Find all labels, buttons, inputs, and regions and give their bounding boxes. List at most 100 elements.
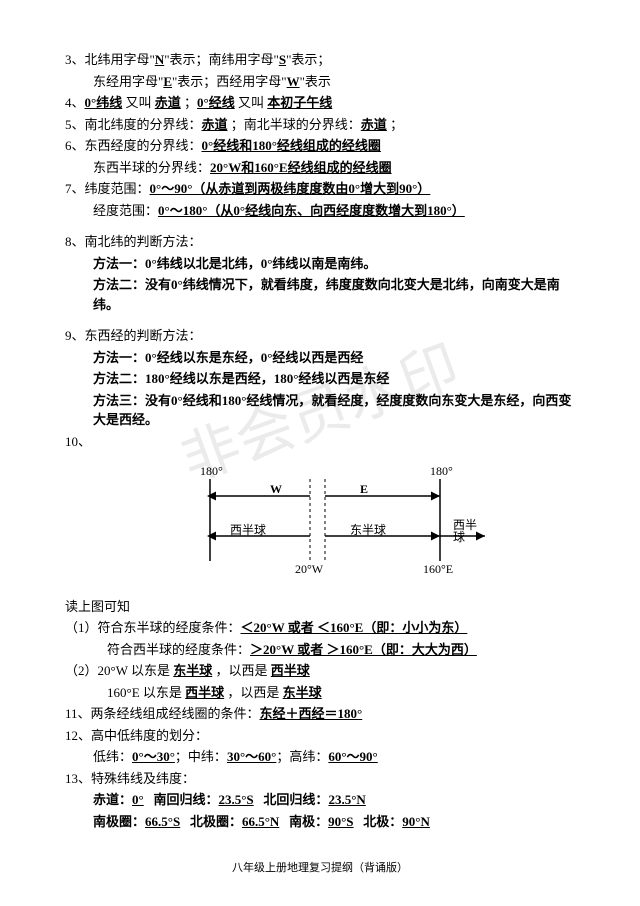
text: 又叫 [122, 95, 155, 110]
document-page: 3、北纬用字母"N"表示；南纬用字母"S"表示； 东经用字母"E"表示；西经用字… [0, 0, 640, 853]
blank: 西半球 [185, 685, 224, 700]
label-west-hemi: 西半球 [230, 523, 266, 537]
text: 经度范围： [93, 203, 158, 218]
blank: 60°～90° [328, 749, 377, 764]
text: ；南北半球的分界线： [228, 117, 361, 132]
label-180-right: 180° [430, 464, 453, 478]
reading-title: 读上图可知 [65, 597, 575, 617]
text: "表示； [286, 52, 330, 67]
label-180-left: 180° [200, 464, 223, 478]
blank: 90°N [402, 814, 430, 829]
item-11: 11、两条经线组成经线圈的条件：东经＋西经＝180° [65, 704, 575, 724]
item-13-row1: 赤道：0° 南回归线：23.5°S 北回归线：23.5°N [65, 790, 575, 810]
text: ； [387, 117, 403, 132]
blank: 0°经线 [197, 95, 235, 110]
blank: 0°～90°（从赤道到两极纬度度数由0°增大到90°） [150, 181, 431, 196]
item-8-m2: 方法二：没有0°纬线情况下，就看纬度，纬度度数向北变大是北纬，向南变大是南纬。 [65, 275, 575, 314]
text: 方法一：0°纬线以北是北纬，0°纬线以南是南纬。 [93, 256, 376, 271]
text: 赤道： [93, 792, 132, 807]
page-footer: 八年级上册地理复习提纲（背诵版） [0, 860, 640, 877]
text: 方法二：没有0°纬线情况下，就看纬度，纬度度数向北变大是北纬，向南变大是南纬。 [93, 277, 560, 312]
item-7: 7、纬度范围：0°～90°（从赤道到两极纬度度数由0°增大到90°） [65, 179, 575, 199]
blank: ＜20°W 或者 ＜160°E（即：小小为东） [241, 620, 468, 635]
text: 160°E 以东是 [107, 685, 185, 700]
item-12-title: 12、高中低纬度的划分： [65, 726, 575, 746]
item-8-m1: 方法一：0°纬线以北是北纬，0°纬线以南是南纬。 [65, 254, 575, 274]
west-letter: W [287, 74, 300, 89]
text: ，以西是 [224, 685, 283, 700]
item-9-m1: 方法一：0°经线以东是东经，0°经线以西是西经 [65, 348, 575, 368]
text: 6、东西经度的分界线： [65, 138, 202, 153]
blank: 20°W和160°E经线组成的经线圈 [210, 160, 392, 175]
blank: 东经＋西经＝180° [260, 706, 363, 721]
text: 南回归线： [153, 792, 218, 807]
item-5: 5、南北纬度的分界线：赤道 ；南北半球的分界线：赤道 ； [65, 115, 575, 135]
item-7-line2: 经度范围：0°～180°（从0°经线向东、向西经度度数增大到180°） [65, 201, 575, 221]
text: 10、 [65, 434, 91, 449]
blank: 0°～30° [132, 749, 175, 764]
reading-1: （1）符合东半球的经度条件：＜20°W 或者 ＜160°E（即：小小为东） [65, 618, 575, 638]
label-w: W [270, 482, 282, 496]
text: 4、 [65, 95, 85, 110]
blank: 30°～60° [227, 749, 276, 764]
text: 又叫 [235, 95, 268, 110]
text: 符合西半球的经度条件： [107, 642, 250, 657]
item-13-title: 13、特殊纬线及纬度： [65, 769, 575, 789]
text: "表示；南纬用字母" [164, 52, 279, 67]
item-12-body: 低纬：0°～30°；中纬：30°～60°；高纬：60°～90° [65, 747, 575, 767]
text: 方法一：0°经线以东是东经，0°经线以西是西经 [93, 350, 363, 365]
label-west-hemi-2b: 球 [453, 530, 465, 544]
blank: 66.5°N [242, 814, 279, 829]
text: 5、南北纬度的分界线： [65, 117, 202, 132]
reading-4: 160°E 以东是 西半球 ，以西是 东半球 [65, 683, 575, 703]
south-letter: S [279, 52, 286, 67]
text: ，以西是 [212, 663, 271, 678]
text: "表示 [300, 74, 331, 89]
blank: 东半球 [173, 663, 212, 678]
reading-3: （2）20°W 以东是 东半球 ，以西是 西半球 [65, 661, 575, 681]
blank: 东半球 [283, 685, 322, 700]
text: 南极： [289, 814, 328, 829]
hemisphere-diagram: 180° 180° W E 西半球 东半球 西半 球 20°W 160°E [175, 461, 575, 587]
text: 9、东西经的判断方法： [65, 328, 202, 343]
text: 北回归线： [263, 792, 328, 807]
text: 7、纬度范围： [65, 181, 150, 196]
blank: 66.5°S [145, 814, 180, 829]
item-10: 10、 [65, 432, 575, 452]
text: 南极圈： [93, 814, 145, 829]
text: ；高纬： [276, 749, 328, 764]
blank: 0°纬线 [85, 95, 123, 110]
text: 8、南北纬的判断方法： [65, 234, 202, 249]
text: 方法三：没有0°经线和180°经线情况，就看经度，经度度数向东变大是东经，向西变… [93, 393, 571, 428]
blank: 0°～180°（从0°经线向东、向西经度度数增大到180°） [158, 203, 465, 218]
blank: 赤道 [361, 117, 387, 132]
text: 北极圈： [190, 814, 242, 829]
text: （2）20°W 以东是 [65, 663, 173, 678]
blank: 0° [132, 792, 144, 807]
text: ； [181, 95, 197, 110]
reading-2: 符合西半球的经度条件：＞20°W 或者 ＞160°E（即：大大为西） [65, 640, 575, 660]
blank: ＞20°W 或者 ＞160°E（即：大大为西） [250, 642, 477, 657]
item-6: 6、东西经度的分界线：0°经线和180°经线组成的经线圈 [65, 136, 575, 156]
item-4: 4、0°纬线 又叫 赤道 ；0°经线 又叫 本初子午线 [65, 93, 575, 113]
blank: 0°经线和180°经线组成的经线圈 [202, 138, 381, 153]
item-3: 3、北纬用字母"N"表示；南纬用字母"S"表示； [65, 50, 575, 70]
blank: 90°S [328, 814, 353, 829]
item-9-m3: 方法三：没有0°经线和180°经线情况，就看经度，经度度数向东变大是东经，向西变… [65, 391, 575, 430]
text: ；中纬： [175, 749, 227, 764]
item-9-m2: 方法二：180°经线以东是西经，180°经线以西是东经 [65, 369, 575, 389]
east-letter: E [163, 74, 172, 89]
blank: 23.5°S [218, 792, 253, 807]
text: 低纬： [93, 749, 132, 764]
text: 北极： [363, 814, 402, 829]
text: 东西半球的分界线： [93, 160, 210, 175]
blank: 赤道 [155, 95, 181, 110]
blank: 23.5°N [328, 792, 365, 807]
text: 13、特殊纬线及纬度： [65, 771, 195, 786]
diagram-svg: 180° 180° W E 西半球 东半球 西半 球 20°W 160°E [175, 461, 495, 581]
blank: 本初子午线 [267, 95, 332, 110]
blank: 西半球 [271, 663, 310, 678]
text: 东经用字母" [93, 74, 163, 89]
item-13-row2: 南极圈：66.5°S 北极圈：66.5°N 南极：90°S 北极：90°N [65, 812, 575, 832]
item-8-title: 8、南北纬的判断方法： [65, 232, 575, 252]
